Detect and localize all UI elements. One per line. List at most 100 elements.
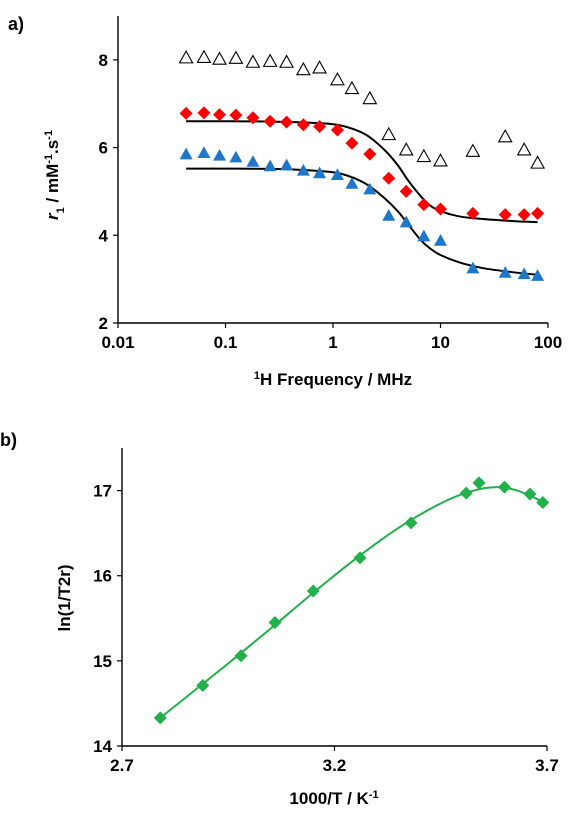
y-tick-label: 16 bbox=[93, 567, 112, 586]
panel-label-a: a) bbox=[8, 14, 24, 34]
a-series-2-point bbox=[417, 198, 431, 212]
b-series-1-point bbox=[404, 516, 418, 530]
b-series-1-point bbox=[268, 616, 282, 630]
a-series-2-point bbox=[280, 115, 294, 129]
x-tick-label: 3.7 bbox=[535, 756, 559, 775]
plot-area-a: 2 4 6 8 0.01 0.1 1 10 100 bbox=[99, 16, 562, 352]
a-series-1-point bbox=[362, 90, 378, 105]
a-series-2-point bbox=[363, 147, 377, 161]
b-series-1-point bbox=[472, 476, 486, 490]
a-series-1-point bbox=[196, 49, 212, 63]
a-series-2-point bbox=[330, 123, 344, 137]
a-series-3-point bbox=[517, 267, 531, 280]
a-series-2-point bbox=[434, 202, 447, 216]
a-series-3-point bbox=[399, 215, 413, 228]
a-series-3-point bbox=[213, 148, 227, 161]
y-tick-label: 15 bbox=[93, 652, 112, 671]
y-tick-label: 14 bbox=[93, 737, 112, 756]
a-series-1-point bbox=[262, 53, 278, 67]
x-tick-label: 10 bbox=[431, 333, 450, 352]
x-tick-label: 1 bbox=[328, 333, 337, 352]
a-series-2-point bbox=[313, 120, 327, 134]
b-series-1-point bbox=[353, 551, 367, 565]
a-series-1-point bbox=[279, 54, 295, 68]
a-series-1-point bbox=[416, 148, 432, 163]
a-series-2-point bbox=[531, 206, 545, 220]
a-series-3-point bbox=[229, 150, 243, 163]
a-series-2-point bbox=[213, 108, 227, 122]
y-axis-label-a: r1 / mM-1.s-1 bbox=[43, 130, 67, 220]
a-series-3-point bbox=[345, 177, 359, 189]
a-series-2-point bbox=[382, 171, 396, 185]
a-series-1-point bbox=[228, 50, 244, 64]
a-series-2-point bbox=[246, 111, 260, 125]
y-tick-label: 8 bbox=[99, 51, 108, 70]
b-series-1-point bbox=[196, 679, 210, 693]
a-series-3-point bbox=[197, 146, 211, 159]
a-series-3-point bbox=[313, 166, 327, 179]
a-series-1-point bbox=[516, 142, 532, 156]
y-axis-label-b: ln(1/T2r) bbox=[55, 564, 74, 631]
panel-label-b: b) bbox=[0, 430, 17, 450]
a-series-1-point bbox=[212, 51, 227, 65]
a-series-2-point bbox=[179, 106, 193, 120]
a-series-1-point bbox=[398, 142, 414, 156]
y-tick-label: 6 bbox=[99, 139, 108, 158]
a-series-1-point bbox=[433, 153, 448, 167]
x-tick-label: 3.2 bbox=[323, 756, 347, 775]
b-series-1-point bbox=[306, 584, 320, 598]
a-series-2-point bbox=[399, 184, 413, 198]
a-series-1-point bbox=[465, 143, 481, 157]
a-series-2-point bbox=[517, 208, 531, 222]
chart-b: b) 14 15 16 17 2.7 3.2 3.7 1000/T / K-1 ln(1/T… bbox=[0, 430, 559, 808]
y-tick-label: 17 bbox=[93, 482, 112, 501]
a-series-1-point bbox=[381, 126, 397, 141]
a-series-1-point bbox=[178, 50, 194, 64]
a-series-1-point bbox=[295, 61, 311, 76]
a-series-1-point bbox=[344, 80, 360, 95]
a-series-2-point bbox=[197, 106, 211, 120]
x-tick-label: 0.01 bbox=[101, 333, 134, 352]
x-axis-label-b: 1000/T / K-1 bbox=[289, 789, 378, 808]
x-axis-label-a: 1H Frequency / MHz bbox=[254, 370, 412, 389]
a-series-3-point bbox=[434, 234, 447, 246]
a-series-3-point bbox=[498, 266, 512, 278]
b-series-1-point bbox=[498, 480, 511, 494]
a-series-1-point bbox=[530, 155, 546, 169]
x-tick-label: 2.7 bbox=[110, 756, 134, 775]
a-series-3-point bbox=[531, 269, 545, 281]
x-tick-label: 100 bbox=[534, 333, 562, 352]
a-series-1-point bbox=[497, 128, 513, 143]
a-series-2-point bbox=[466, 206, 480, 220]
a-series-1-point bbox=[330, 71, 345, 86]
a-series-2-point bbox=[263, 114, 277, 128]
b-series-1-point bbox=[459, 486, 473, 500]
plot-area-b: 14 15 16 17 2.7 3.2 3.7 bbox=[93, 448, 559, 775]
a-fit-curve-1 bbox=[186, 120, 538, 224]
y-tick-label: 4 bbox=[99, 226, 109, 245]
a-series-3-point bbox=[296, 163, 310, 176]
a-series-1-point bbox=[312, 60, 328, 74]
a-series-1-point bbox=[245, 54, 261, 68]
a-series-3-point bbox=[280, 158, 294, 171]
b-series-1-point bbox=[536, 495, 550, 509]
a-series-3-point bbox=[263, 159, 277, 172]
y-tick-label: 2 bbox=[99, 314, 108, 333]
b-series-1-point bbox=[234, 649, 248, 663]
a-series-3-point bbox=[363, 182, 377, 195]
a-series-2-point bbox=[498, 208, 512, 222]
a-series-3-point bbox=[179, 147, 193, 160]
b-series-1-point bbox=[153, 711, 167, 725]
a-series-2-point bbox=[229, 108, 243, 122]
b-series-1-point bbox=[523, 487, 537, 501]
b-fit-curve-1 bbox=[159, 486, 544, 719]
a-series-2-point bbox=[296, 118, 310, 132]
a-series-3-point bbox=[330, 168, 344, 180]
a-series-3-point bbox=[417, 229, 431, 242]
a-series-3-point bbox=[382, 209, 396, 221]
a-series-3-point bbox=[466, 261, 480, 274]
a-fit-curve-2 bbox=[186, 167, 538, 276]
x-tick-label: 0.1 bbox=[214, 333, 238, 352]
a-series-2-point bbox=[345, 136, 359, 150]
